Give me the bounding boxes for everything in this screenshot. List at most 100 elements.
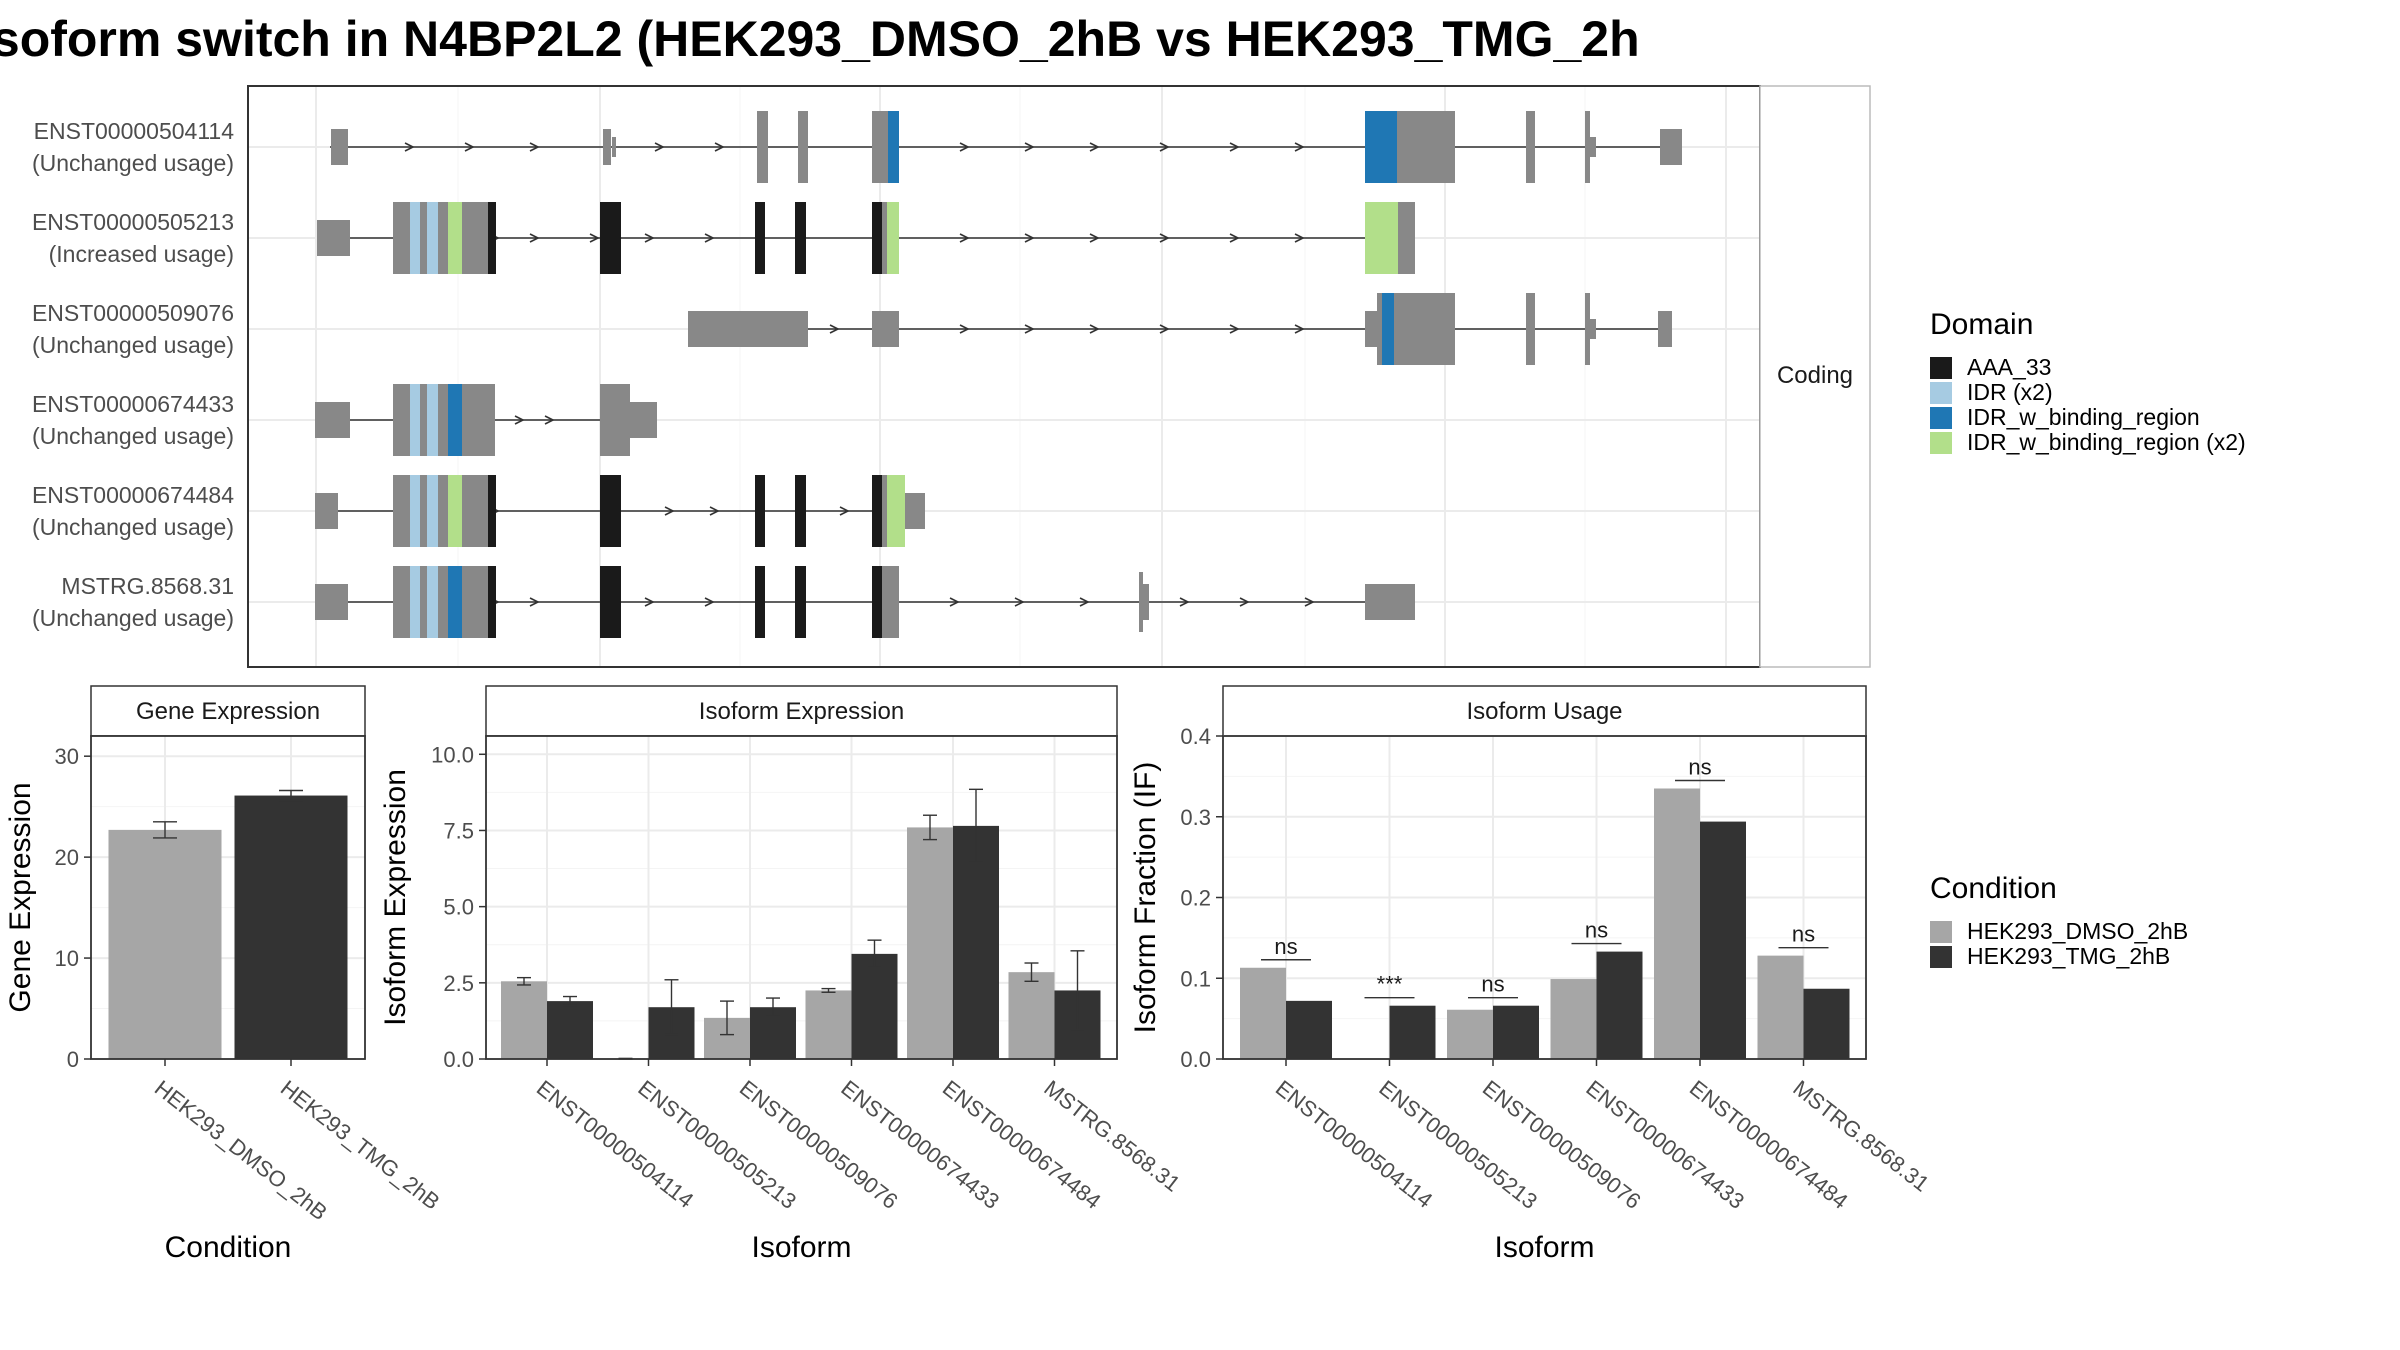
legend-swatch: [1930, 382, 1952, 404]
y-tick-label: 0.0: [1180, 1047, 1211, 1072]
exon-block: [757, 111, 768, 183]
isoform-usage-label: (Unchanged usage): [32, 332, 234, 358]
intron-arrow: [544, 415, 555, 425]
bar: [1700, 821, 1746, 1059]
intron-arrow: [1239, 597, 1250, 607]
significance-label: ns: [1274, 934, 1297, 959]
significance-label: ns: [1481, 972, 1504, 997]
bar: [1596, 951, 1643, 1059]
exon-block: [600, 475, 621, 547]
intron-arrow: [829, 324, 840, 334]
exon-block: [1394, 293, 1455, 365]
exon-block: [795, 202, 806, 274]
intron-arrow: [1079, 597, 1090, 607]
intron-arrow: [1179, 597, 1190, 607]
facet-strip: [1759, 85, 1871, 668]
exon-block: [1377, 293, 1382, 365]
bar: [953, 825, 999, 1059]
y-tick-label: 0: [67, 1047, 79, 1072]
intron-arrow: [704, 233, 715, 243]
exon-block: [888, 111, 899, 183]
intron-arrow: [1294, 324, 1305, 334]
y-tick-label: 20: [55, 845, 79, 870]
exon-block: [1365, 202, 1398, 274]
legend-swatch: [1930, 946, 1952, 968]
plot-background: [248, 86, 1760, 667]
intron-arrow: [1089, 233, 1100, 243]
bar: [547, 1001, 593, 1059]
exon-block: [1590, 137, 1596, 157]
exon-block: [438, 566, 448, 638]
exon-block: [420, 475, 427, 547]
legend-label: IDR (x2): [1967, 379, 2053, 405]
intron-arrow: [1294, 233, 1305, 243]
exon-block: [600, 384, 630, 456]
exon-block: [795, 475, 806, 547]
intron-arrow: [529, 597, 540, 607]
exon-block: [462, 202, 488, 274]
bar: [1447, 1009, 1493, 1059]
intron-arrow: [714, 142, 725, 152]
isoform-usage-label: (Unchanged usage): [32, 514, 234, 540]
exon-block: [1585, 111, 1590, 183]
isoform-usage-label: (Increased usage): [49, 241, 234, 267]
isoform-id-label: MSTRG.8568.31: [61, 573, 234, 599]
exon-block: [488, 475, 496, 547]
y-tick-label: 2.5: [443, 971, 474, 996]
exon-block: [448, 475, 462, 547]
y-tick-label: 0.4: [1180, 724, 1211, 749]
exon-block: [1139, 572, 1143, 632]
condition-legend-title: Condition: [1930, 872, 2057, 905]
exon-block: [872, 311, 899, 347]
exon-block: [630, 402, 657, 438]
exon-block: [872, 202, 882, 274]
significance-label: ns: [1688, 754, 1711, 779]
exon-block: [462, 475, 488, 547]
exon-block: [420, 202, 427, 274]
x-axis-title: Isoform: [1494, 1231, 1594, 1264]
intron-arrow: [1229, 142, 1240, 152]
intron-arrow: [1014, 597, 1025, 607]
exon-block: [420, 384, 427, 456]
exon-block: [317, 220, 350, 256]
intron-arrow: [1024, 142, 1035, 152]
exon-block: [393, 384, 410, 456]
exon-block: [1365, 584, 1415, 620]
isoform-id-label: ENST00000674484: [32, 482, 234, 508]
bar: [234, 795, 348, 1059]
bar: [1240, 967, 1286, 1059]
exon-block: [438, 202, 448, 274]
legend-swatch: [1930, 921, 1952, 943]
panel-strip: [90, 685, 366, 737]
exon-block: [905, 493, 925, 529]
exon-block: [315, 402, 350, 438]
bar: [501, 981, 547, 1059]
exon-block: [600, 566, 621, 638]
panel-strip-title: Gene Expression: [136, 698, 320, 725]
intron-arrow: [644, 233, 655, 243]
intron-arrow: [959, 233, 970, 243]
intron-arrow: [654, 142, 665, 152]
exon-block: [393, 475, 410, 547]
y-axis-title: Isoform Expression: [379, 769, 412, 1026]
exon-block: [882, 566, 899, 638]
exon-block: [488, 566, 496, 638]
isoform-id-label: ENST00000674433: [32, 391, 234, 417]
bar: [1389, 1005, 1436, 1059]
legend-label: AAA_33: [1967, 354, 2051, 380]
intron-arrow: [1024, 233, 1035, 243]
legend-swatch: [1930, 357, 1952, 379]
intron-arrow: [1229, 324, 1240, 334]
intron-arrow: [404, 142, 415, 152]
exon-block: [427, 202, 438, 274]
intron-arrow: [1159, 233, 1170, 243]
exon-block: [1526, 111, 1535, 183]
domain-legend-title: Domain: [1930, 308, 2033, 341]
bar: [108, 829, 222, 1059]
exon-block: [1398, 202, 1415, 274]
isoform-usage-label: (Unchanged usage): [32, 605, 234, 631]
exon-block: [410, 202, 420, 274]
plot-border: [1222, 735, 1867, 1060]
exon-block: [1585, 293, 1590, 365]
exon-block: [448, 202, 462, 274]
